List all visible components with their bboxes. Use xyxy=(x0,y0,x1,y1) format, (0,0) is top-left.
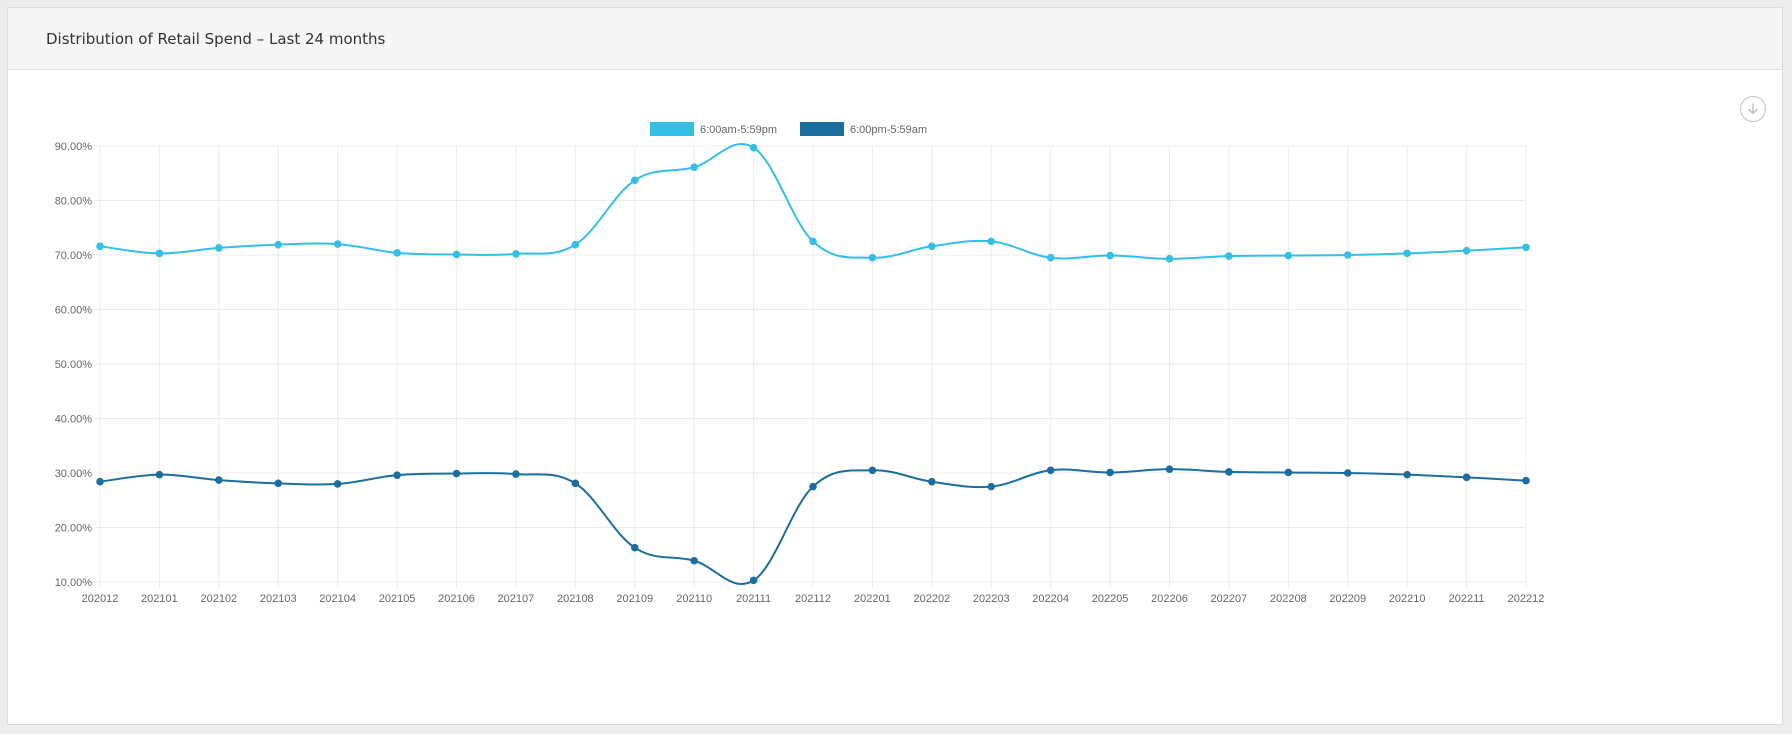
data-point xyxy=(868,253,877,262)
x-tick-label: 202103 xyxy=(260,593,297,605)
data-point xyxy=(749,143,758,152)
y-tick-label: 70.00% xyxy=(55,250,93,262)
y-tick-label: 10.00% xyxy=(55,577,93,589)
data-point xyxy=(1522,476,1530,485)
line-chart: 10.00% 20.00% 30.00% 40.00% 50.00% 60.00% 70.0… xyxy=(55,122,1545,605)
y-tick-label: 60.00% xyxy=(55,305,93,317)
data-point xyxy=(987,237,996,246)
download-button[interactable] xyxy=(1740,96,1766,122)
x-tick-label: 202201 xyxy=(854,593,891,605)
data-point xyxy=(690,556,698,565)
x-tick-label: 202106 xyxy=(438,593,475,605)
data-point xyxy=(155,470,164,479)
data-point xyxy=(1343,251,1352,259)
download-circle-icon xyxy=(1748,103,1758,115)
data-point xyxy=(274,479,283,488)
x-tick-label: 202109 xyxy=(616,593,653,605)
data-point xyxy=(1403,470,1411,479)
data-point xyxy=(274,240,283,249)
series-line-2 xyxy=(99,468,1527,585)
data-point xyxy=(630,543,639,552)
legend-label: 6:00pm-5:59am xyxy=(850,124,927,136)
data-point xyxy=(512,470,520,478)
x-tick-label: 202211 xyxy=(1449,593,1485,605)
data-point xyxy=(630,176,639,185)
data-point xyxy=(1462,473,1471,482)
data-point xyxy=(1284,251,1293,260)
data-point xyxy=(1225,468,1233,476)
legend-swatch xyxy=(650,122,694,136)
data-point xyxy=(452,469,461,478)
data-point xyxy=(749,576,758,585)
y-tick-label: 30.00% xyxy=(55,468,93,480)
x-tick-label: 202012 xyxy=(82,593,119,605)
data-point xyxy=(928,242,936,251)
legend-label: 6:00am-5:59pm xyxy=(700,124,777,136)
x-tick-label: 202206 xyxy=(1151,593,1188,605)
y-tick-label: 90.00% xyxy=(55,141,93,153)
data-point xyxy=(512,250,520,258)
x-tick-label: 202104 xyxy=(319,593,356,605)
x-tick-label: 202101 xyxy=(141,593,178,605)
panel-header: Distribution of Retail Spend – Last 24 m… xyxy=(8,8,1782,70)
series-line-1 xyxy=(99,143,1527,260)
data-point xyxy=(1403,249,1411,258)
data-point xyxy=(1165,255,1174,263)
x-tick-label: 202208 xyxy=(1270,593,1307,605)
y-tick-label: 40.00% xyxy=(55,414,93,426)
data-point xyxy=(809,237,817,246)
x-tick-label: 202202 xyxy=(913,593,950,605)
data-point xyxy=(690,163,698,172)
x-tick-label: 202204 xyxy=(1032,593,1069,605)
data-point xyxy=(987,482,996,491)
data-point xyxy=(1225,252,1233,260)
data-point xyxy=(571,240,580,249)
data-point xyxy=(928,477,936,486)
x-tick-label: 202105 xyxy=(379,593,416,605)
panel-title: Distribution of Retail Spend – Last 24 m… xyxy=(46,30,386,48)
data-point xyxy=(1165,465,1174,473)
y-tick-label: 50.00% xyxy=(55,359,93,371)
data-point xyxy=(96,242,104,251)
x-tick-label: 202112 xyxy=(795,593,831,605)
data-point xyxy=(1462,246,1471,255)
y-tick-label: 20.00% xyxy=(55,523,93,535)
data-point xyxy=(1106,468,1114,477)
data-point xyxy=(393,471,401,479)
x-tick-label: 202205 xyxy=(1092,593,1129,605)
x-tick-label: 202203 xyxy=(973,593,1010,605)
x-tick-label: 202111 xyxy=(736,593,771,605)
legend-swatch xyxy=(800,122,844,136)
data-point xyxy=(571,479,580,488)
data-point xyxy=(1106,251,1114,260)
data-point xyxy=(1046,253,1055,262)
data-point xyxy=(1522,243,1530,252)
x-tick-label: 202110 xyxy=(676,593,712,605)
x-tick-label: 202108 xyxy=(557,593,594,605)
x-tick-label: 202102 xyxy=(200,593,237,605)
data-point xyxy=(1343,469,1352,477)
data-point xyxy=(333,480,342,488)
x-tick-label: 202209 xyxy=(1329,593,1366,605)
data-point xyxy=(155,249,164,258)
y-tick-label: 80.00% xyxy=(55,196,93,208)
data-point xyxy=(868,466,877,475)
data-point xyxy=(393,249,401,257)
chart-panel: Distribution of Retail Spend – Last 24 m… xyxy=(7,7,1783,725)
x-tick-label: 202207 xyxy=(1211,593,1248,605)
x-tick-label: 202107 xyxy=(498,593,535,605)
data-point xyxy=(452,250,461,259)
data-point xyxy=(333,240,342,248)
x-tick-label: 202210 xyxy=(1389,593,1426,605)
data-point xyxy=(96,477,104,486)
data-point xyxy=(809,482,817,491)
x-tick-label: 202212 xyxy=(1508,593,1545,605)
data-point xyxy=(1046,466,1055,475)
data-point xyxy=(215,476,223,484)
data-point xyxy=(1284,468,1293,477)
data-point xyxy=(215,244,223,252)
